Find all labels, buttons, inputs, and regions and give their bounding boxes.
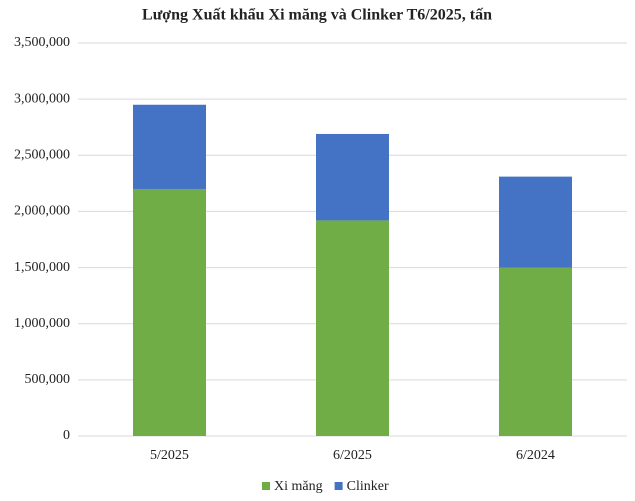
y-tick-label: 500,000 [25, 372, 71, 387]
y-tick-label: 1,500,000 [14, 260, 70, 275]
legend-label: Xi măng [274, 479, 323, 494]
x-tick-label: 5/2025 [150, 448, 189, 463]
chart-title: Lượng Xuất khẩu Xi măng và Clinker T6/20… [142, 7, 492, 24]
legend-swatch [262, 482, 270, 490]
bar-segment [499, 267, 572, 436]
y-tick-label: 2,000,000 [14, 204, 70, 219]
y-tick-label: 2,500,000 [14, 148, 70, 163]
y-tick-label: 3,000,000 [14, 91, 70, 106]
bar-segment [499, 176, 572, 268]
bar-segment [133, 188, 206, 436]
y-tick-label: 0 [63, 428, 70, 443]
y-tick-label: 3,500,000 [14, 35, 70, 50]
x-tick-label: 6/2025 [333, 448, 372, 463]
y-tick-label: 1,000,000 [14, 316, 70, 331]
bar-segment [316, 133, 389, 221]
legend-swatch [334, 482, 343, 490]
bar-segment [316, 220, 389, 436]
bar-segment [133, 104, 206, 189]
x-tick-label: 6/2024 [516, 448, 555, 463]
legend-label: Clinker [347, 479, 389, 494]
